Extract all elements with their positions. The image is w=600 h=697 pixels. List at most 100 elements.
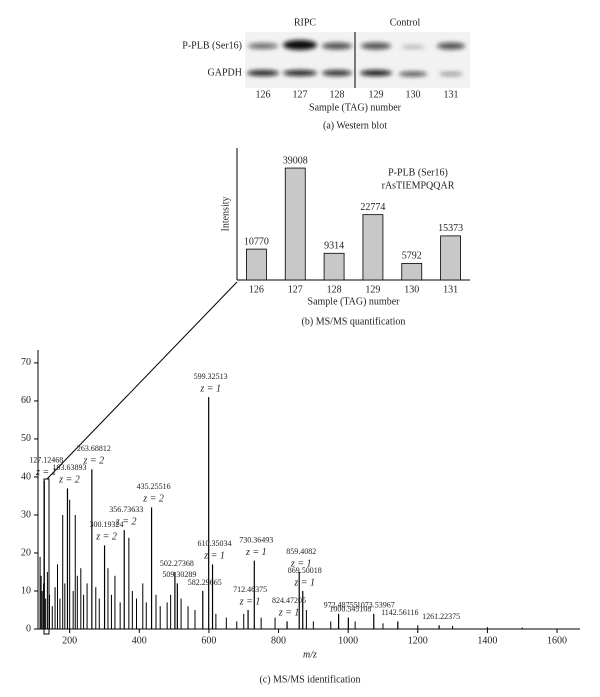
- band: [248, 43, 278, 49]
- lane-label: 131: [444, 89, 459, 100]
- peak-label: 869.50018: [288, 566, 322, 575]
- bar: [284, 167, 306, 281]
- y-tick-label: 0: [26, 623, 31, 634]
- annotation: P-PLB (Ser16): [388, 167, 448, 178]
- peak-label: 859.4082: [286, 547, 316, 556]
- y-axis-label: Intensity: [220, 197, 231, 232]
- peak-label: 1000.545108: [329, 604, 371, 613]
- y-tick-label: 30: [21, 509, 31, 520]
- caption: (b) MS/MS quantification: [302, 316, 406, 327]
- peak-label: 509.30289: [162, 570, 196, 579]
- peak-label: 1261.22375: [422, 612, 460, 621]
- peak-label: 582.29665: [188, 578, 222, 587]
- x-tick-label: 400: [132, 635, 147, 646]
- peak-label: 599.32513: [194, 372, 228, 381]
- bar: [323, 252, 345, 281]
- lane-label: 127: [293, 89, 308, 100]
- caption: (a) Western blot: [323, 120, 387, 131]
- charge-label: z = 1: [199, 383, 221, 394]
- y-tick-label: 10: [21, 585, 31, 596]
- blot-background: [245, 32, 470, 88]
- peak-label: 502.27368: [160, 559, 194, 568]
- group-label: Control: [390, 17, 421, 28]
- bands: [247, 40, 465, 77]
- peak-label: 1073.53967: [357, 601, 395, 610]
- x-tick-label: 200: [62, 635, 77, 646]
- x-tick-label: 130: [404, 284, 419, 295]
- lane-label: 128: [330, 89, 345, 100]
- x-tick-label: 1400: [477, 635, 497, 646]
- x-tick-label: 126: [249, 284, 264, 295]
- x-tick-label: 128: [327, 284, 342, 295]
- charge-label: z = 1: [239, 596, 261, 607]
- row-label: GAPDH: [208, 67, 242, 78]
- peak-label: 193.63893: [52, 463, 86, 472]
- lane-label: 126: [256, 89, 271, 100]
- annotation: rAsTIEMPQQAR: [382, 180, 455, 191]
- band: [247, 70, 279, 76]
- y-tick-label: 20: [21, 547, 31, 558]
- charge-label: z = 1: [35, 467, 57, 478]
- value-label: 10770: [244, 236, 269, 247]
- peak-label: 263.68812: [77, 444, 111, 453]
- x-tick-label: 131: [443, 284, 458, 295]
- y-tick-label: 60: [21, 395, 31, 406]
- x-axis-label: Sample (TAG) number: [309, 102, 402, 113]
- charge-label: z = 1: [290, 558, 312, 569]
- group-label: RIPC: [294, 17, 317, 28]
- peak-label: 356.73633: [109, 505, 143, 514]
- x-tick-label: 600: [201, 635, 216, 646]
- western-blot: RIPC Control P-PLB (Ser16) GAPDH 126 127…: [182, 17, 470, 131]
- band: [283, 70, 317, 76]
- band: [437, 42, 465, 50]
- value-label: 39008: [283, 155, 308, 166]
- x-tick-label: 1000: [338, 635, 358, 646]
- y-tick-label: 40: [21, 471, 31, 482]
- x-tick-label: 1200: [408, 635, 428, 646]
- bar: [401, 262, 423, 281]
- x-tick-label: 800: [271, 635, 286, 646]
- peak-label: 972.48755: [324, 601, 358, 610]
- band: [401, 45, 425, 49]
- value-label: 5792: [402, 251, 422, 262]
- row-label: P-PLB (Ser16): [182, 40, 242, 51]
- x-tick-label: 127: [288, 284, 303, 295]
- band: [322, 42, 352, 50]
- y-tick-label: 70: [21, 357, 31, 368]
- peak-label: 824.47205: [272, 596, 306, 605]
- bar: [440, 235, 461, 281]
- x-axis-label: Sample (TAG) number: [308, 296, 401, 307]
- peak-label: 300.19324: [90, 520, 124, 529]
- band: [439, 72, 463, 76]
- y-tick-label: 50: [21, 433, 31, 444]
- peak-label: 1142.56116: [381, 608, 418, 617]
- charge-label: z = 2: [142, 494, 164, 505]
- charge-label: z = 2: [58, 475, 80, 486]
- value-label: 15373: [438, 223, 463, 234]
- peak-label: 127.12468: [29, 456, 63, 465]
- charge-label: z = 2: [83, 456, 105, 467]
- value-label: 22774: [360, 202, 385, 213]
- peak-label: 730.36493: [239, 535, 273, 544]
- lane-label: 129: [369, 89, 384, 100]
- band: [361, 42, 391, 50]
- charge-label: z = 1: [293, 577, 315, 588]
- bar: [246, 248, 267, 281]
- band: [399, 71, 427, 77]
- lane-label: 130: [406, 89, 421, 100]
- x-tick-label: 129: [365, 284, 380, 295]
- charge-label: z = 1: [278, 608, 300, 619]
- band: [322, 70, 352, 76]
- caption: (c) MS/MS identification: [259, 674, 360, 685]
- charge-label: z = 2: [95, 532, 117, 543]
- band: [283, 40, 317, 50]
- charge-label: z = 1: [203, 551, 225, 562]
- charge-label: z = 2: [115, 516, 137, 527]
- peak-label: 435.25516: [137, 482, 171, 491]
- zoom-line: [46, 281, 238, 480]
- charge-label: z = 1: [245, 547, 267, 558]
- x-axis-label: m/z: [303, 649, 317, 660]
- peak-label: 712.46375: [233, 585, 267, 594]
- bar: [362, 214, 384, 281]
